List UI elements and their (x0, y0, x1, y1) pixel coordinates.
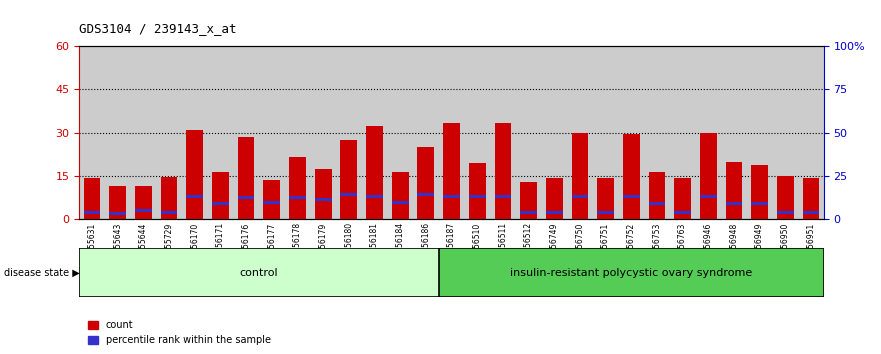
Bar (315, 198, 331, 201)
Bar (546, 211, 563, 214)
Bar (263, 201, 280, 204)
Bar (109, 212, 126, 215)
Bar (777, 176, 794, 219)
Bar (84, 211, 100, 214)
Bar (366, 126, 383, 219)
Bar (803, 211, 819, 214)
Bar (674, 211, 691, 214)
Bar (494, 122, 511, 219)
Bar (161, 177, 177, 219)
Bar (597, 178, 614, 219)
Legend: count, percentile rank within the sample: count, percentile rank within the sample (85, 316, 274, 349)
Bar (803, 178, 819, 219)
Bar (418, 147, 434, 219)
Bar (238, 196, 255, 199)
FancyBboxPatch shape (439, 248, 824, 297)
Bar (84, 178, 100, 219)
Bar (315, 169, 331, 219)
Bar (572, 195, 589, 198)
Bar (494, 195, 511, 198)
Bar (520, 211, 537, 214)
Bar (135, 209, 152, 212)
Bar (674, 178, 691, 219)
Bar (700, 133, 716, 219)
Bar (161, 211, 177, 214)
Bar (238, 137, 255, 219)
Bar (777, 211, 794, 214)
Bar (109, 186, 126, 219)
Bar (418, 193, 434, 196)
Bar (443, 195, 460, 198)
Bar (289, 196, 306, 199)
FancyBboxPatch shape (79, 248, 439, 297)
Bar (648, 202, 665, 205)
Bar (751, 165, 768, 219)
Bar (648, 172, 665, 219)
Bar (366, 195, 383, 198)
Bar (572, 133, 589, 219)
Bar (443, 122, 460, 219)
Bar (520, 182, 537, 219)
Bar (469, 195, 485, 198)
Bar (623, 134, 640, 219)
Bar (263, 181, 280, 219)
Bar (392, 201, 409, 204)
Bar (597, 211, 614, 214)
Bar (623, 195, 640, 198)
Bar (469, 163, 485, 219)
Bar (392, 172, 409, 219)
Bar (187, 195, 204, 198)
Bar (700, 195, 716, 198)
Bar (340, 193, 357, 196)
Bar (546, 178, 563, 219)
Text: insulin-resistant polycystic ovary syndrome: insulin-resistant polycystic ovary syndr… (510, 268, 752, 278)
Text: control: control (240, 268, 278, 278)
Bar (212, 172, 229, 219)
Bar (187, 130, 204, 219)
Bar (135, 186, 152, 219)
Bar (726, 202, 742, 205)
Bar (726, 162, 742, 219)
Text: disease state ▶: disease state ▶ (4, 268, 80, 278)
Bar (340, 140, 357, 219)
Bar (289, 157, 306, 219)
Bar (751, 202, 768, 205)
Text: GDS3104 / 239143_x_at: GDS3104 / 239143_x_at (79, 22, 237, 35)
Bar (212, 202, 229, 205)
